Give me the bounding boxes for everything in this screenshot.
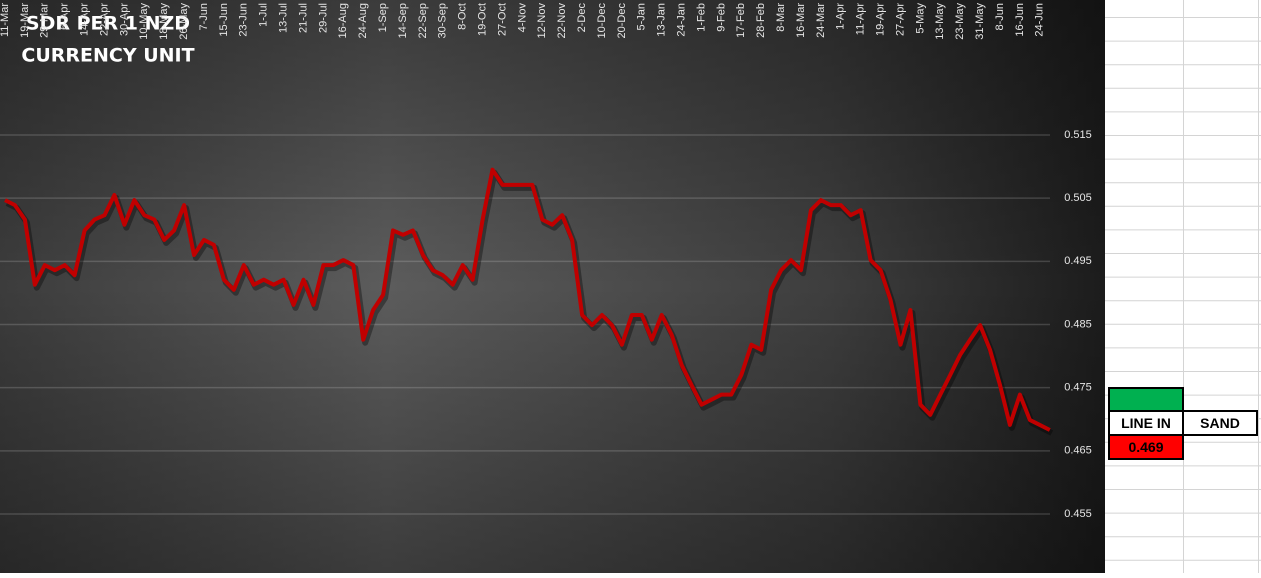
x-tick-label: 13-Jan [656, 3, 668, 37]
status-cell [1108, 387, 1184, 412]
x-tick-label: 29-Mar [39, 3, 51, 38]
x-tick-label: 21-Jul [297, 3, 309, 33]
x-tick-label: 24-Aug [357, 3, 369, 38]
y-tick-label: 0.515 [1064, 129, 1092, 141]
x-tick-label: 15-Jun [218, 3, 230, 37]
x-tick-label: 13-Jul [278, 3, 290, 33]
plot-shade [0, 0, 1105, 573]
x-tick-label: 28-Feb [755, 3, 767, 38]
y-tick-label: 0.475 [1064, 382, 1092, 394]
y-tick-label: 0.465 [1064, 445, 1092, 457]
x-tick-label: 5-Jan [636, 3, 648, 31]
x-tick-label: 12-Nov [536, 3, 548, 39]
x-tick-label: 8-Jun [994, 3, 1006, 31]
y-tick-label: 0.455 [1064, 508, 1092, 520]
y-tick-label: 0.495 [1064, 255, 1092, 267]
x-tick-label: 22-Nov [556, 3, 568, 39]
x-tick-label: 18-May [158, 3, 170, 40]
x-tick-label: 11-Apr [855, 3, 867, 36]
x-tick-label: 27-Oct [496, 3, 508, 36]
x-tick-label: 16-Jun [1014, 3, 1026, 37]
sheet-grid [1105, 0, 1261, 573]
x-tick-label: 16-Aug [337, 3, 349, 38]
x-tick-label: 24-Jun [1034, 3, 1046, 37]
x-tick-label: 7-Jun [198, 3, 210, 31]
x-tick-label: 2-Dec [576, 3, 588, 33]
x-tick-label: 4-Nov [516, 3, 528, 33]
x-tick-label: 13-May [934, 3, 946, 40]
x-tick-label: 1-Jul [258, 3, 270, 27]
y-tick-label: 0.505 [1064, 192, 1092, 204]
x-tick-label: 30-Apr [118, 3, 130, 36]
x-tick-label: 1-Apr [835, 3, 847, 30]
x-tick-label: 10-Dec [596, 3, 608, 39]
value-cell: 0.469 [1108, 434, 1184, 460]
x-tick-label: 27-Apr [894, 3, 906, 36]
x-tick-label: 24-Mar [815, 3, 827, 38]
label-cell: LINE IN [1108, 410, 1184, 436]
x-tick-label: 1-Sep [377, 3, 389, 32]
x-tick-label: 9-Feb [715, 3, 727, 32]
x-tick-label: 19-Oct [477, 3, 489, 36]
x-tick-label: 5-May [914, 3, 926, 34]
x-tick-label: 8-Oct [457, 3, 469, 30]
x-tick-label: 1-Feb [695, 3, 707, 32]
x-tick-label: 16-Mar [795, 3, 807, 38]
x-tick-label: 14-Apr [79, 3, 91, 36]
x-tick-label: 24-Jan [676, 3, 688, 37]
x-tick-label: 20-Dec [616, 3, 628, 39]
chart-title: SDR PER 1 NZD [26, 13, 190, 35]
x-tick-label: 22-Apr [98, 3, 110, 36]
material-cell: SAND [1182, 410, 1258, 436]
x-tick-label: 23-May [954, 3, 966, 40]
y-tick-label: 0.485 [1064, 318, 1092, 330]
series-line [4, 167, 1051, 432]
x-tick-label: 30-Sep [437, 3, 449, 38]
x-tick-label: 23-Jun [238, 3, 250, 37]
x-tick-label: 29-Jul [317, 3, 329, 33]
x-tick-label: 31-May [974, 3, 986, 40]
x-tick-label: 19-Apr [875, 3, 887, 36]
chart-subtitle: CURRENCY UNIT [21, 45, 194, 67]
x-tick-label: 8-Mar [775, 3, 787, 32]
x-tick-label: 17-Feb [735, 3, 747, 38]
x-tick-label: 11-Mar [0, 3, 11, 37]
x-tick-label: 14-Sep [397, 3, 409, 38]
x-tick-label: 10-May [138, 3, 150, 40]
x-tick-label: 26-May [178, 3, 190, 40]
x-tick-label: 6-Apr [59, 3, 71, 30]
x-tick-label: 22-Sep [417, 3, 429, 38]
x-tick-label: 19-Mar [19, 3, 31, 38]
